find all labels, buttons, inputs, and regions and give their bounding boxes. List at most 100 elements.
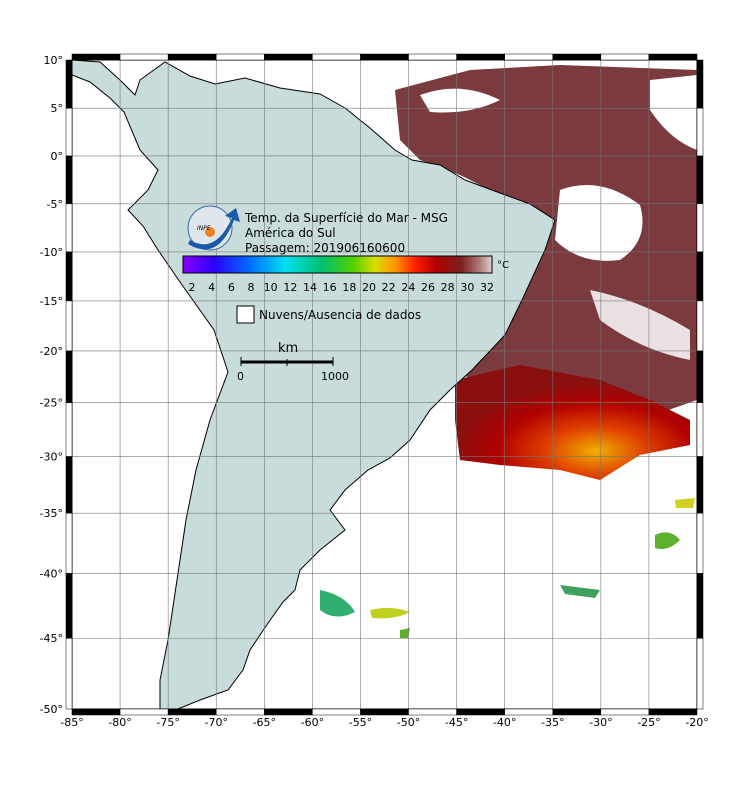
scale-label: 1000 [321,370,349,383]
lon-label: -20° [685,716,708,729]
frame-segment [65,573,73,639]
frame-segment [360,708,409,716]
frame-segment [696,203,704,253]
frame-segment [167,708,217,716]
cool-water [400,628,410,638]
cool-water [370,607,410,619]
scale-label: 0 [237,370,244,383]
colorbar-tick-label: 2 [189,281,196,294]
frame-segment [456,53,505,61]
lat-label: -50° [40,703,63,716]
logo-swoosh [188,208,240,250]
lon-label: -60° [301,716,324,729]
lat-label: 0° [51,150,64,163]
colorbar-tick-label: 24 [401,281,415,294]
lon-label: -75° [156,716,179,729]
title-line: Temp. da Superfície do Mar - MSG [244,211,448,225]
frame-segment [696,512,704,574]
lat-label: -30° [40,451,63,464]
frame-segment [696,300,704,352]
lat-label: 5° [51,102,64,115]
frame-segment [215,708,265,716]
colorbar-tick-label: 8 [248,281,255,294]
frame-segment [65,512,73,574]
frame-segment [65,300,73,352]
title-line: América do Sul [245,226,336,240]
frame-segment [504,53,554,61]
colorbar-tick-label: 18 [342,281,356,294]
lon-label: -55° [349,716,372,729]
frame-segment [648,53,698,61]
cloud [650,75,697,150]
frame-segment [696,107,704,157]
colorbar-tick-label: 20 [362,281,376,294]
lon-label: -35° [541,716,564,729]
frame-segment [65,107,73,157]
frame-segment [71,53,121,61]
frame-segment [215,53,265,61]
colorbar-tick-label: 26 [421,281,435,294]
legend-label: Nuvens/Ausencia de dados [259,308,421,322]
colorbar-tick-label: 30 [460,281,474,294]
lon-label: -80° [108,716,131,729]
frame-segment [65,251,73,302]
lon-label: -45° [445,716,468,729]
frame-segment [65,203,73,253]
lat-label: -40° [40,567,63,580]
logo-sun [205,227,215,237]
frame-segment [552,708,602,716]
lat-label: -10° [40,246,63,259]
colorbar-unit: °C [497,260,509,271]
lon-label: -25° [637,716,660,729]
colorbar-tick-label: 6 [228,281,235,294]
frame-segment [456,708,505,716]
lat-label: -15° [40,295,63,308]
frame-segment [504,708,554,716]
frame-segment [264,53,313,61]
colorbar-tick-label: 12 [283,281,297,294]
lat-label: -35° [40,507,63,520]
frame-segment [119,708,169,716]
lon-label: -70° [204,716,227,729]
frame-segment [696,59,704,109]
frame-segment [696,456,704,514]
colorbar-tick-label: 10 [264,281,278,294]
lon-label: -65° [253,716,276,729]
lat-label: -5° [47,198,63,211]
frame-segment [696,350,704,403]
cloud [590,290,690,360]
frame-segment [312,708,361,716]
lon-label: -85° [60,716,83,729]
frame-segment [264,708,313,716]
frame-segment [65,402,73,457]
cool-water [560,585,600,598]
lon-label: -50° [397,716,420,729]
frame-segment [65,59,73,109]
frame-segment [119,53,169,61]
frame-segment [65,456,73,514]
frame-segment [696,573,704,639]
lat-label: -20° [40,345,63,358]
frame-segment [600,708,650,716]
frame-segment [360,53,409,61]
frame-segment [312,53,361,61]
frame-segment [600,53,650,61]
legend-panel: INPE Temp. da Superfície do Mar - MSG Am… [182,205,509,383]
cool-water [320,590,355,617]
frame-segment [408,53,457,61]
frame-segment [696,155,704,205]
lat-label: 10° [44,54,64,67]
frame-segment [71,708,121,716]
frame-segment [65,155,73,205]
cloud [420,88,500,113]
colorbar-tick-label: 16 [323,281,337,294]
warm-water [455,365,690,480]
lon-label: -30° [589,716,612,729]
cool-water [675,498,695,508]
lon-label: -40° [493,716,516,729]
frame-segment [552,53,602,61]
colorbar [182,255,493,274]
cool-water [655,532,680,549]
lat-label: -25° [40,397,63,410]
